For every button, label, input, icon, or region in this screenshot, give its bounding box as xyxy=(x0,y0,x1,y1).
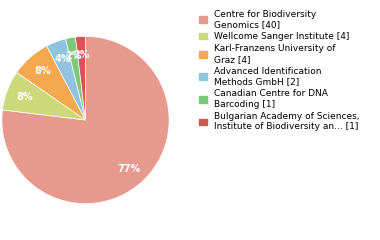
Text: 2%: 2% xyxy=(65,51,82,61)
Wedge shape xyxy=(17,46,86,120)
Wedge shape xyxy=(65,37,86,120)
Text: 8%: 8% xyxy=(34,66,51,76)
Text: 2%: 2% xyxy=(73,50,90,60)
Text: 77%: 77% xyxy=(117,164,140,174)
Wedge shape xyxy=(2,36,169,204)
Text: 8%: 8% xyxy=(16,92,33,102)
Wedge shape xyxy=(3,72,86,120)
Text: 4%: 4% xyxy=(54,54,71,64)
Legend: Centre for Biodiversity
Genomics [40], Wellcome Sanger Institute [4], Karl-Franz: Centre for Biodiversity Genomics [40], W… xyxy=(199,10,359,131)
Wedge shape xyxy=(47,39,86,120)
Wedge shape xyxy=(75,36,86,120)
